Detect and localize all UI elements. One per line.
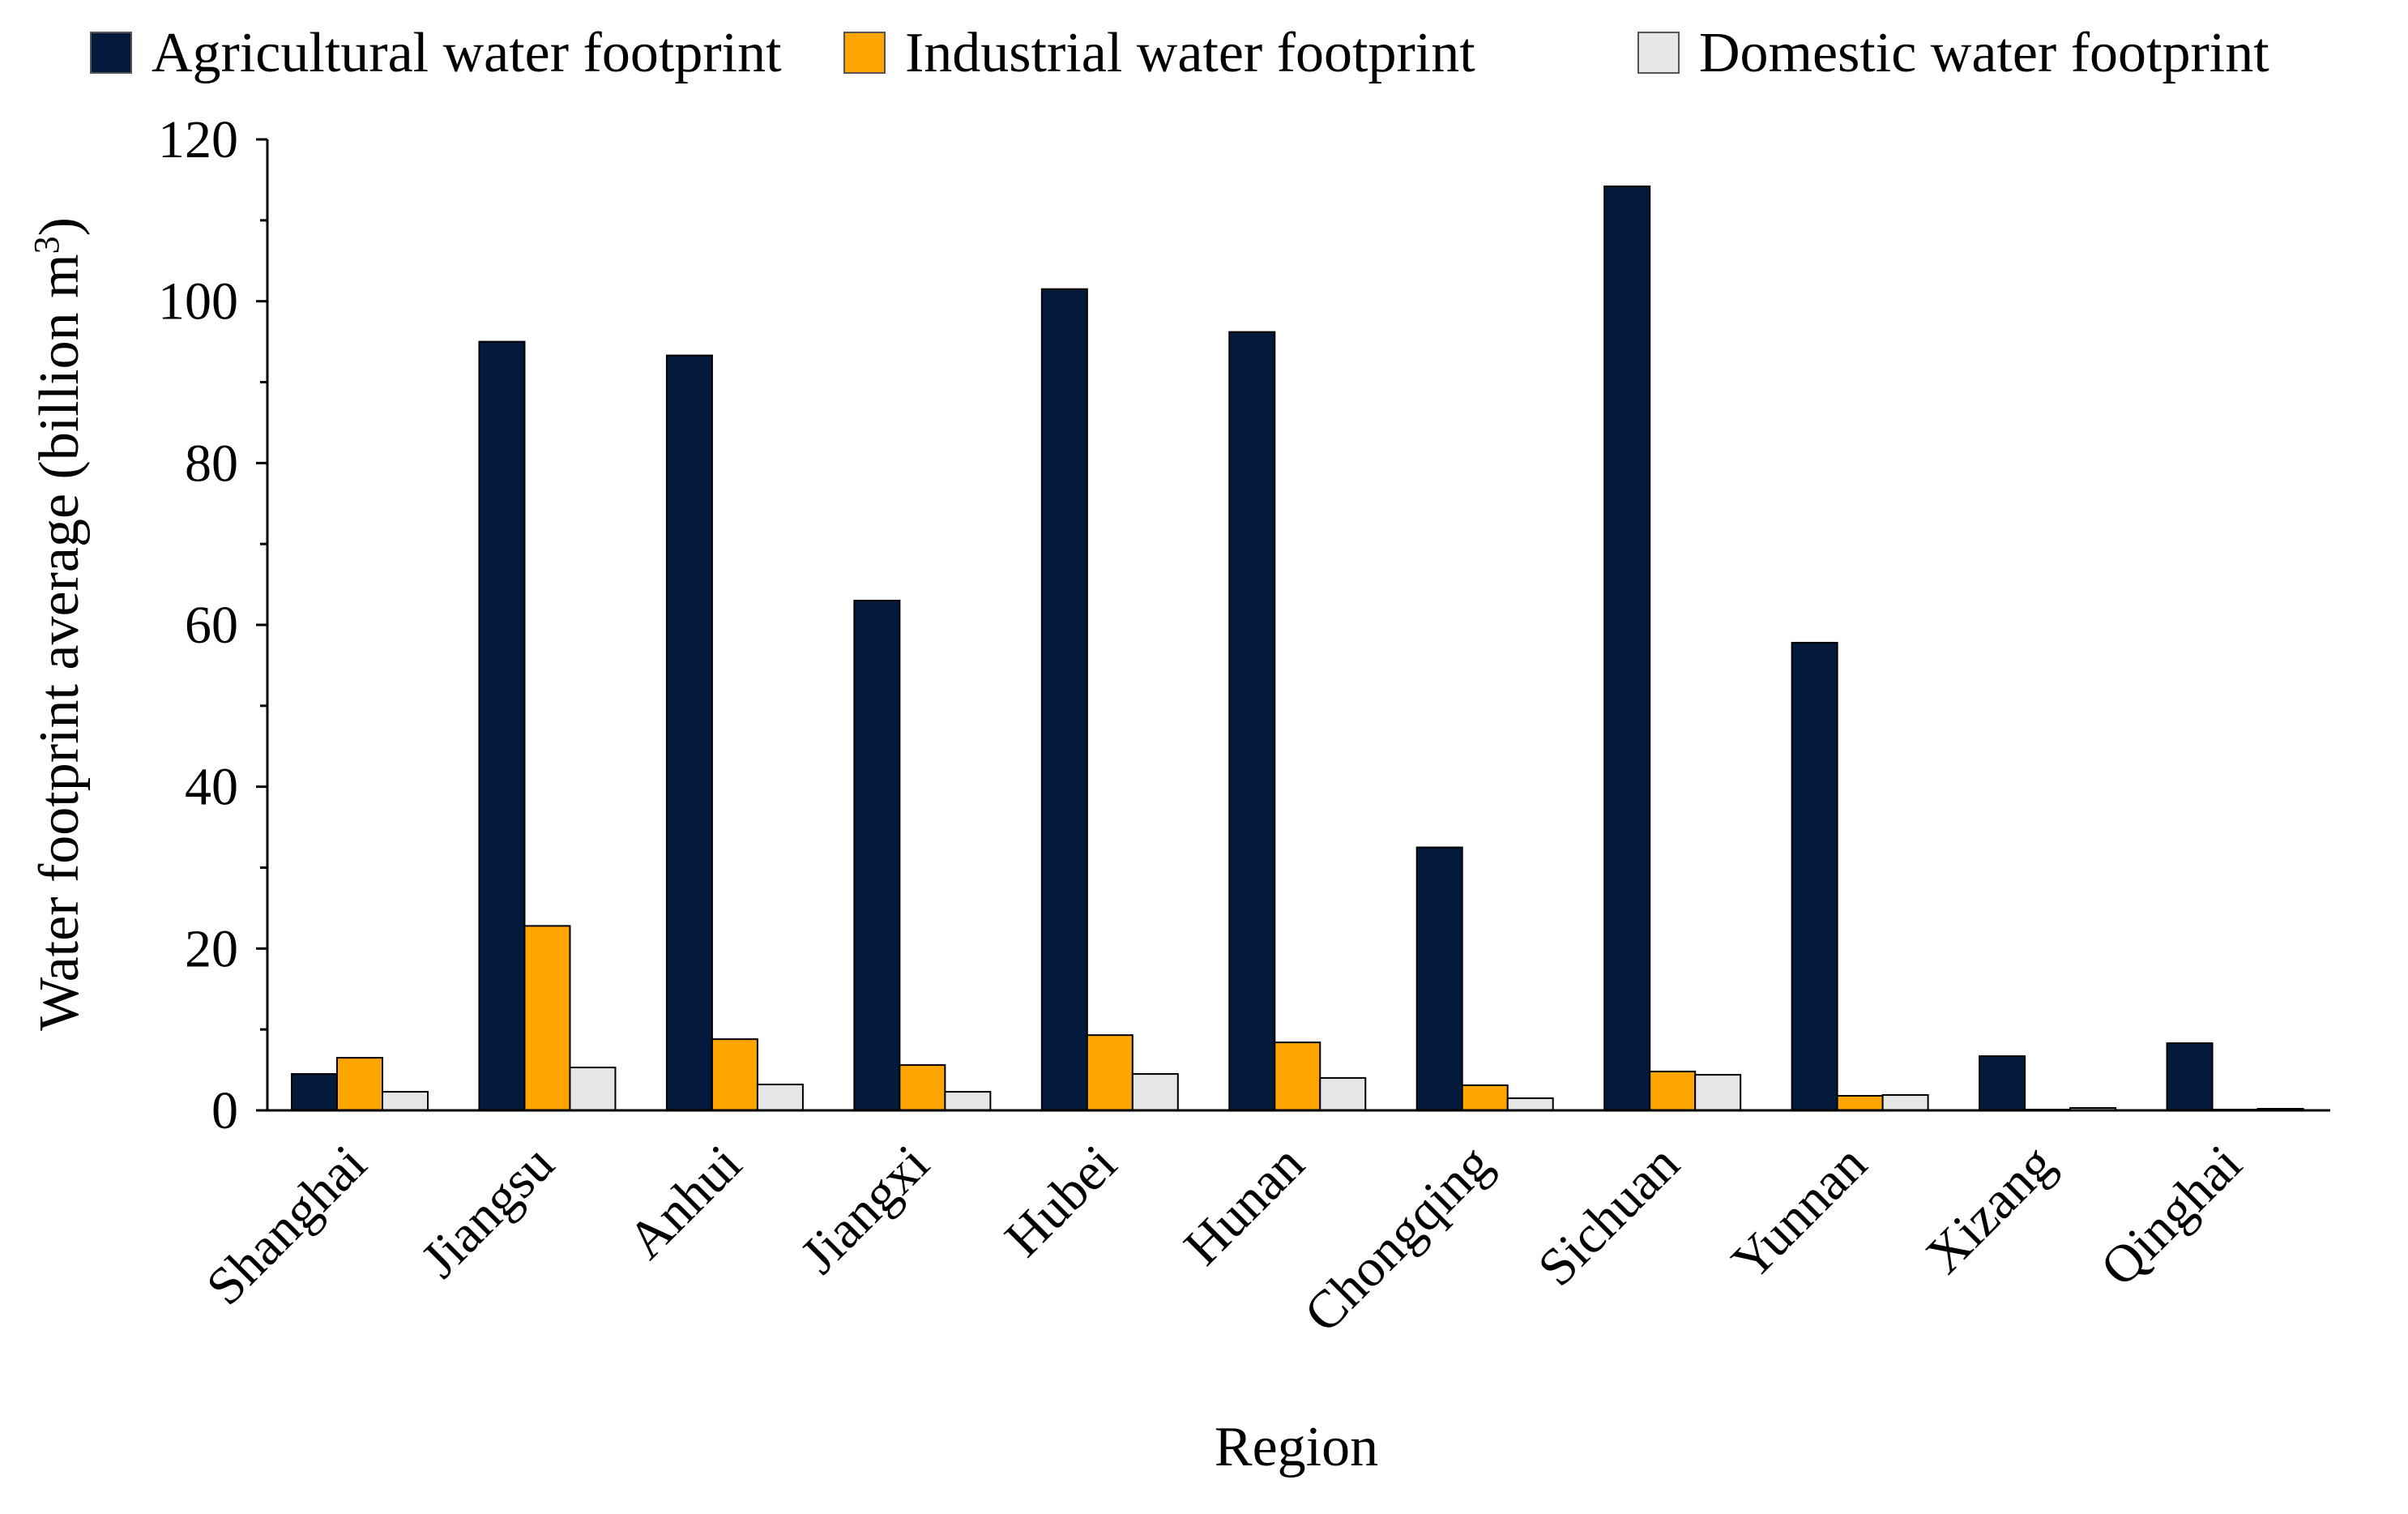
bar-chongqing-industrial — [1461, 1084, 1509, 1111]
bar-shanghai-industrial — [336, 1057, 383, 1111]
bar-shanghai-agricultural — [291, 1073, 338, 1111]
y-axis-title-main: Water footprint average (billion m — [28, 254, 91, 1030]
x-category-label: Anhui — [617, 1134, 753, 1270]
bar-yunnan-domestic — [1881, 1094, 1929, 1111]
bar-jiangxi-industrial — [899, 1064, 946, 1112]
bar-sichuan-industrial — [1649, 1071, 1697, 1111]
x-category-label: Hubei — [993, 1134, 1128, 1268]
x-category-label: Qinghai — [2090, 1134, 2253, 1298]
x-category-label: Hunan — [1173, 1134, 1316, 1277]
legend-swatch-domestic — [1637, 32, 1680, 74]
bar-qinghai-agricultural — [2166, 1042, 2214, 1111]
y-axis-title: Water footprint average (billion m3) — [27, 217, 91, 1031]
bar-anhui-domestic — [756, 1084, 804, 1112]
y-tick-label: 120 — [158, 110, 238, 169]
bar-hunan-agricultural — [1228, 331, 1276, 1111]
bar-hunan-domestic — [1319, 1077, 1367, 1111]
y-tick-label: 40 — [185, 758, 238, 817]
bar-hunan-industrial — [1274, 1041, 1321, 1112]
bar-anhui-agricultural — [665, 354, 713, 1111]
x-category-label: Xizang — [1915, 1134, 2065, 1285]
bar-jiangxi-domestic — [944, 1091, 992, 1111]
x-category-label: Chongqing — [1293, 1134, 1503, 1344]
x-category-label: Jiangsu — [410, 1134, 566, 1289]
x-axis-category-labels: Shanghai Jiangsu Anhui Jiangxi Hubei HunanCho… — [195, 1134, 2253, 1344]
x-category-label: Shanghai — [195, 1134, 378, 1316]
bar-yunnan-industrial — [1836, 1095, 1884, 1112]
bar-chongqing-agricultural — [1415, 846, 1463, 1111]
y-axis-ticks: 0 20 40 60 80 100 120 — [158, 110, 267, 1140]
legend-swatch-industrial — [843, 32, 886, 74]
legend-label-domestic: Domestic water footprint — [1699, 22, 2269, 84]
y-axis-title-close: ) — [28, 217, 91, 236]
y-tick-label: 20 — [185, 919, 238, 978]
y-tick-label: 0 — [211, 1081, 238, 1140]
bar-xizang-agricultural — [1979, 1055, 2026, 1112]
bar-chongqing-domestic — [1506, 1097, 1554, 1112]
bar-hubei-domestic — [1131, 1073, 1179, 1111]
bar-jiangxi-agricultural — [853, 600, 901, 1111]
x-axis-title: Region — [1215, 1416, 1378, 1478]
bar-jiangsu-industrial — [523, 925, 571, 1111]
y-tick-label: 60 — [185, 596, 238, 655]
legend-label-agricultural: Agricultural water footprint — [152, 22, 782, 84]
bar-hubei-industrial — [1086, 1034, 1134, 1112]
y-tick-label: 100 — [158, 272, 238, 331]
x-category-label: Sichuan — [1527, 1134, 1691, 1298]
legend-label-industrial: Industrial water footprint — [905, 22, 1475, 84]
y-tick-label: 80 — [185, 434, 238, 493]
bar-jiangsu-domestic — [569, 1067, 617, 1112]
legend: Agricultural water footprint Industrial w… — [90, 22, 2269, 84]
x-category-label: Jiangxi — [789, 1134, 940, 1285]
bar-sichuan-domestic — [1694, 1074, 1742, 1112]
bars — [291, 185, 2304, 1112]
legend-swatch-agricultural — [90, 32, 132, 74]
bar-jiangsu-agricultural — [478, 340, 526, 1112]
bar-hubei-agricultural — [1040, 288, 1088, 1112]
x-category-label: Yunnan — [1721, 1134, 1878, 1291]
bar-anhui-industrial — [711, 1038, 758, 1111]
y-axis-title-superscript: 3 — [27, 236, 66, 254]
bar-yunnan-agricultural — [1791, 641, 1838, 1111]
bar-sichuan-agricultural — [1603, 185, 1651, 1112]
bar-shanghai-domestic — [382, 1091, 429, 1111]
